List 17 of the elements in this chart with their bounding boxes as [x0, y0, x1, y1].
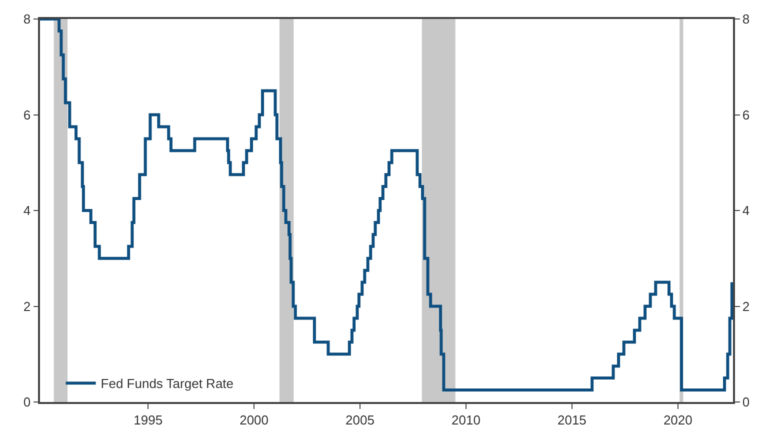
x-tick-label: 2020 [663, 412, 692, 428]
x-tick-label: 2010 [452, 412, 480, 428]
y-tick-label: 2 [23, 298, 31, 314]
x-tick-label: 2005 [346, 412, 374, 428]
y-tick-label: 4 [23, 203, 31, 218]
y2-tick-label: 0 [742, 394, 750, 410]
x-tick-label: 2000 [240, 412, 269, 428]
y-tick-label: 0 [23, 394, 31, 410]
y-tick-label: 8 [23, 12, 31, 27]
y2-tick-label: 6 [742, 107, 750, 122]
y2-tick-label: 2 [742, 298, 750, 314]
x-tick-label: 1995 [134, 412, 163, 428]
y2-tick-label: 8 [742, 12, 750, 27]
legend-label: Fed Funds Target Rate [100, 376, 234, 392]
x-tick-label: 2015 [557, 412, 586, 428]
y2-tick-label: 4 [742, 203, 750, 218]
y-tick-label: 6 [23, 107, 31, 122]
